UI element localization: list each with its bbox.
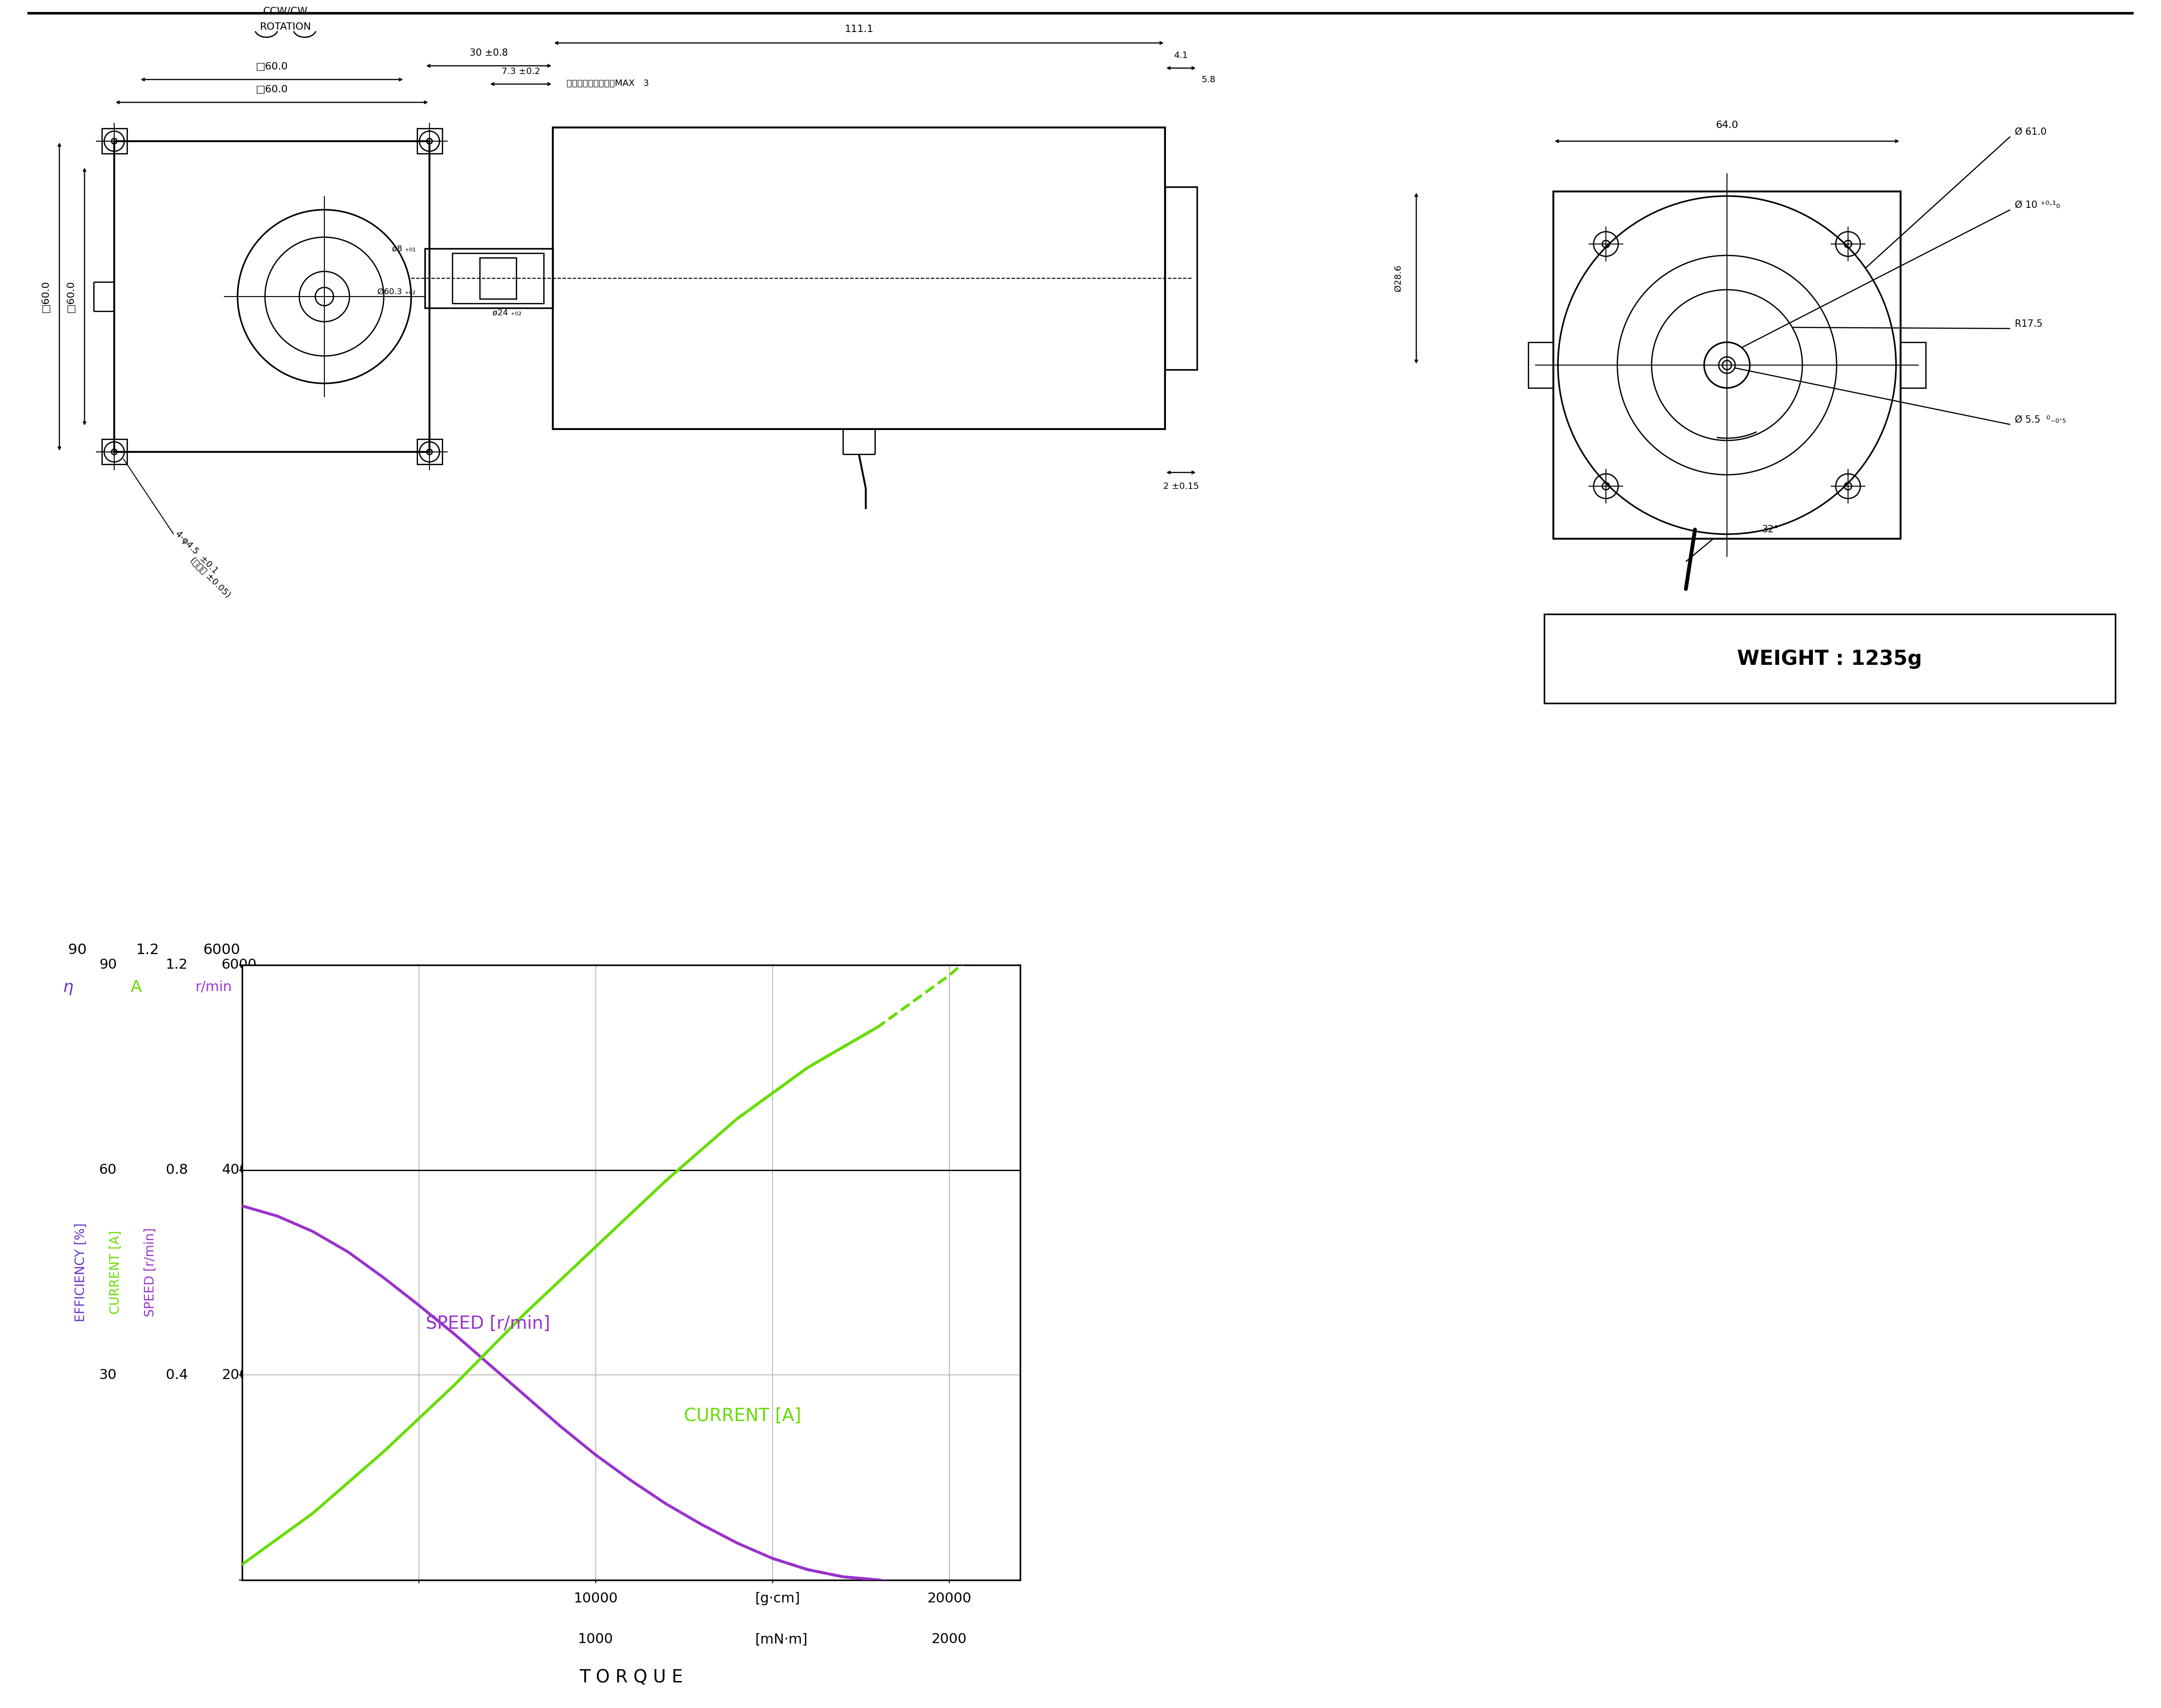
Bar bbox=[417, 439, 443, 465]
Text: □60.0: □60.0 bbox=[67, 280, 76, 313]
Text: 2000: 2000 bbox=[223, 1368, 257, 1382]
Text: WEIGHT : 1235g: WEIGHT : 1235g bbox=[1737, 649, 1923, 670]
Text: バーリングネジ高さMAX   3: バーリングネジ高さMAX 3 bbox=[566, 79, 648, 87]
Text: 2 ±0.15: 2 ±0.15 bbox=[1163, 482, 1199, 490]
Text: 4-φ4.5  ±0.1: 4-φ4.5 ±0.1 bbox=[173, 529, 220, 576]
Text: CURRENT [A]: CURRENT [A] bbox=[110, 1231, 121, 1313]
Bar bbox=[480, 258, 516, 299]
Text: 64.0: 64.0 bbox=[1716, 121, 1737, 130]
Text: □60.0: □60.0 bbox=[41, 280, 50, 313]
Text: 6000: 6000 bbox=[203, 943, 240, 958]
Text: 1.2: 1.2 bbox=[166, 958, 188, 972]
Text: [mN·m]: [mN·m] bbox=[754, 1633, 808, 1647]
Bar bbox=[1554, 191, 1900, 538]
Text: 1.2: 1.2 bbox=[136, 943, 160, 958]
Text: R17.5: R17.5 bbox=[2014, 319, 2042, 328]
Text: □60.0: □60.0 bbox=[255, 61, 287, 72]
Text: r/min: r/min bbox=[194, 980, 231, 994]
Text: Ø28.6: Ø28.6 bbox=[1394, 265, 1402, 292]
Text: 32°: 32° bbox=[1761, 524, 1779, 535]
Text: 90: 90 bbox=[99, 958, 117, 972]
Text: 6000: 6000 bbox=[223, 958, 257, 972]
Text: [g·cm]: [g·cm] bbox=[754, 1592, 800, 1606]
Text: 100VAC: 100VAC bbox=[869, 885, 1007, 915]
Text: ø24 ₊₀₂: ø24 ₊₀₂ bbox=[493, 309, 521, 316]
Text: (目水径 ±0.05): (目水径 ±0.05) bbox=[188, 555, 231, 600]
Text: 90: 90 bbox=[69, 943, 86, 958]
Text: 30 ±0.8: 30 ±0.8 bbox=[469, 48, 508, 58]
Text: 5.8: 5.8 bbox=[1202, 75, 1217, 84]
Bar bbox=[115, 142, 430, 453]
Text: Ø60.3 ₊₀₂: Ø60.3 ₊₀₂ bbox=[378, 289, 415, 295]
Bar bbox=[1900, 342, 1925, 388]
Bar bbox=[102, 128, 127, 154]
Bar bbox=[553, 128, 1165, 429]
Bar bbox=[452, 253, 545, 304]
Text: ROTATION: ROTATION bbox=[259, 22, 311, 31]
Text: 2000: 2000 bbox=[931, 1633, 966, 1647]
Text: Ø 5.5  ⁰₋₀⋅₅: Ø 5.5 ⁰₋₀⋅₅ bbox=[2014, 415, 2066, 425]
Text: 4000: 4000 bbox=[223, 1163, 257, 1177]
Text: CCW/CW: CCW/CW bbox=[264, 7, 307, 15]
Text: SPEED [r/min]: SPEED [r/min] bbox=[426, 1315, 551, 1332]
Text: 4.1: 4.1 bbox=[1173, 51, 1189, 60]
Text: A: A bbox=[130, 979, 143, 996]
Text: 0.4: 0.4 bbox=[166, 1368, 188, 1382]
Text: 10000: 10000 bbox=[573, 1592, 618, 1606]
Text: EFFICIENCY [%]: EFFICIENCY [%] bbox=[76, 1223, 86, 1322]
Bar bbox=[1165, 186, 1197, 369]
Text: ø8 ₊₀₁: ø8 ₊₀₁ bbox=[391, 244, 415, 253]
Text: Ø 10 ⁺⁰·¹₀: Ø 10 ⁺⁰·¹₀ bbox=[2014, 200, 2059, 210]
Text: 20000: 20000 bbox=[927, 1592, 972, 1606]
Text: □60.0: □60.0 bbox=[255, 85, 287, 94]
Text: 30: 30 bbox=[99, 1368, 117, 1382]
Bar bbox=[417, 128, 443, 154]
Text: CURRENT [A]: CURRENT [A] bbox=[685, 1407, 802, 1424]
Text: T O R Q U E: T O R Q U E bbox=[579, 1669, 683, 1686]
Bar bbox=[1545, 615, 2116, 704]
Text: SPEED [r/min]: SPEED [r/min] bbox=[145, 1228, 156, 1317]
Text: Ø 61.0: Ø 61.0 bbox=[2014, 128, 2046, 137]
Text: FMR60111 K 03: FMR60111 K 03 bbox=[71, 885, 352, 915]
Text: 7.3 ±0.2: 7.3 ±0.2 bbox=[501, 67, 540, 75]
Text: 1000: 1000 bbox=[577, 1633, 614, 1647]
Bar bbox=[426, 249, 553, 307]
Text: 0.8: 0.8 bbox=[166, 1163, 188, 1177]
Bar bbox=[102, 439, 127, 465]
Text: 60: 60 bbox=[99, 1163, 117, 1177]
Text: 111.1: 111.1 bbox=[845, 24, 873, 34]
Bar bbox=[1528, 342, 1554, 388]
Text: η: η bbox=[63, 979, 73, 996]
